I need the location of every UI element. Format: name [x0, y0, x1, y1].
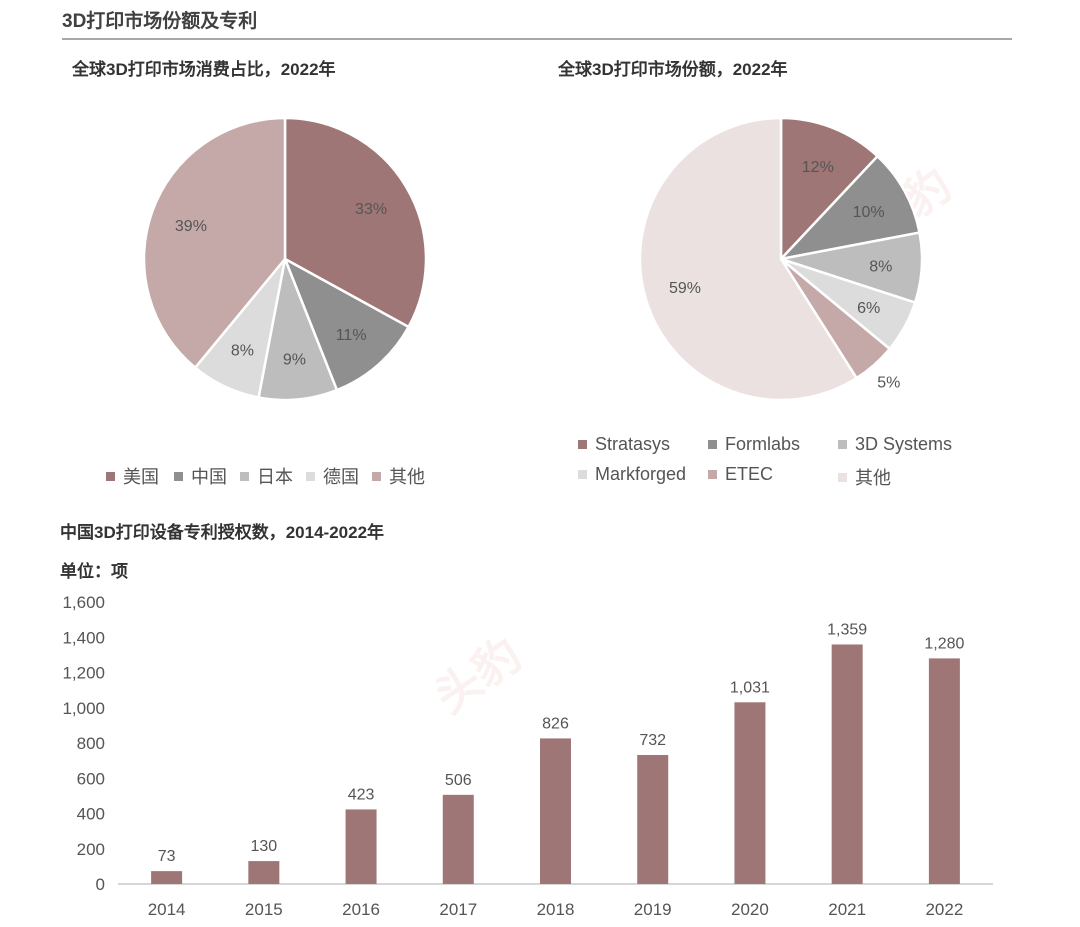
consumption-legend-label: 美国 [123, 467, 159, 487]
consumption-legend-swatch [174, 471, 183, 481]
consumption-legend-swatch [106, 471, 115, 481]
share-legend-swatch [578, 470, 587, 479]
x-tick-label: 2021 [828, 900, 866, 919]
bar-value-label: 732 [639, 732, 666, 749]
consumption-legend-item: 美国 [106, 463, 159, 489]
bar-value-label: 506 [445, 772, 472, 789]
consumption-slice-label-0: 33% [355, 201, 387, 218]
x-tick-label: 2022 [925, 900, 963, 919]
bar-2021 [831, 644, 863, 884]
share-slice-5 [638, 116, 859, 402]
share-legend-item: ETEC [708, 464, 773, 485]
bar-2019 [637, 754, 669, 884]
share-legend-label: Markforged [595, 464, 687, 484]
y-tick-label: 1,600 [62, 593, 105, 612]
y-tick-label: 600 [77, 769, 105, 788]
x-tick-label: 2018 [537, 900, 575, 919]
share-legend-item: 其他 [838, 464, 891, 490]
consumption-legend-item: 德国 [306, 463, 359, 489]
bar-value-label: 130 [250, 838, 277, 855]
consumption-slice-2 [257, 254, 339, 402]
bar-2016 [345, 809, 377, 884]
share-legend-swatch [838, 472, 847, 482]
share-slice-label-3: 6% [857, 300, 880, 317]
consumption-slice-label-4: 39% [175, 218, 207, 235]
share-legend-item: Markforged [578, 464, 686, 485]
consumption-chart-title: 全球3D打印市场消费占比，2022年 [72, 60, 336, 79]
share-legend-item: Stratasys [578, 434, 670, 455]
share-legend-swatch [838, 440, 847, 449]
x-tick-label: 2015 [245, 900, 283, 919]
share-slice-label-5: 59% [669, 280, 701, 297]
bar-value-label: 826 [542, 715, 569, 732]
bar-2020 [734, 702, 766, 884]
patent-unit-label: 单位：项 [60, 562, 128, 581]
y-tick-label: 1,400 [62, 628, 105, 647]
share-slice-0 [779, 116, 880, 263]
x-tick-label: 2014 [148, 900, 186, 919]
y-tick-label: 1,200 [62, 664, 105, 683]
share-legend-item: 3D Systems [838, 434, 952, 455]
consumption-slice-label-2: 9% [283, 352, 306, 369]
y-tick-label: 0 [96, 875, 105, 894]
share-legend-label: Formlabs [725, 434, 801, 454]
consumption-legend-swatch [372, 471, 381, 481]
x-tick-label: 2020 [731, 900, 769, 919]
page-title: 3D打印市场份额及专利 [62, 11, 258, 32]
bar-2015 [248, 861, 280, 884]
consumption-legend-label: 德国 [323, 467, 359, 487]
consumption-legend-item: 其他 [372, 463, 425, 489]
consumption-legend-swatch [306, 471, 315, 481]
bar-value-label: 1,031 [730, 679, 770, 696]
share-chart-title: 全球3D打印市场份额，2022年 [558, 60, 788, 79]
bar-2018 [540, 738, 571, 884]
y-tick-label: 400 [77, 805, 105, 824]
title-divider [62, 38, 1012, 40]
share-legend-label: 3D Systems [855, 434, 953, 454]
consumption-legend-item: 中国 [174, 463, 227, 489]
share-legend-label: ETEC [725, 464, 774, 484]
bar-2022 [928, 658, 960, 884]
x-tick-label: 2019 [634, 900, 672, 919]
consumption-slice-4 [142, 116, 287, 370]
bar-value-label: 73 [158, 848, 176, 865]
bar-value-label: 1,359 [827, 621, 867, 638]
share-slice-label-0: 12% [802, 159, 834, 176]
share-slice-label-1: 10% [853, 204, 885, 221]
patent-chart-title: 中国3D打印设备专利授权数，2014-2022年 [60, 523, 385, 542]
y-tick-label: 1,000 [62, 699, 105, 718]
consumption-legend-label: 中国 [191, 467, 227, 487]
consumption-slice-1 [282, 256, 411, 392]
consumption-slice-0 [283, 116, 428, 329]
x-tick-label: 2017 [439, 900, 477, 919]
share-slice-1 [777, 154, 921, 261]
consumption-legend-item: 日本 [240, 463, 293, 489]
bar-2014 [151, 871, 183, 884]
y-tick-label: 800 [77, 734, 105, 753]
share-legend-swatch [708, 440, 717, 449]
share-legend-item: Formlabs [708, 434, 800, 455]
share-legend-label: 其他 [855, 468, 891, 488]
bar-2017 [442, 794, 474, 884]
share-slice-label-4: 5% [877, 374, 900, 391]
share-legend-swatch [578, 440, 587, 449]
y-tick-label: 200 [77, 840, 105, 859]
bar-value-label: 1,280 [924, 635, 964, 652]
consumption-legend-swatch [240, 471, 249, 481]
x-tick-label: 2016 [342, 900, 380, 919]
share-legend-swatch [708, 470, 717, 479]
share-legend-label: Stratasys [595, 434, 671, 454]
consumption-slice-label-1: 11% [336, 327, 367, 344]
share-slice-label-2: 8% [869, 258, 892, 275]
consumption-legend-label: 其他 [389, 467, 425, 487]
consumption-legend-label: 日本 [257, 467, 293, 487]
consumption-slice-label-3: 8% [231, 342, 254, 359]
bar-value-label: 423 [348, 786, 375, 803]
